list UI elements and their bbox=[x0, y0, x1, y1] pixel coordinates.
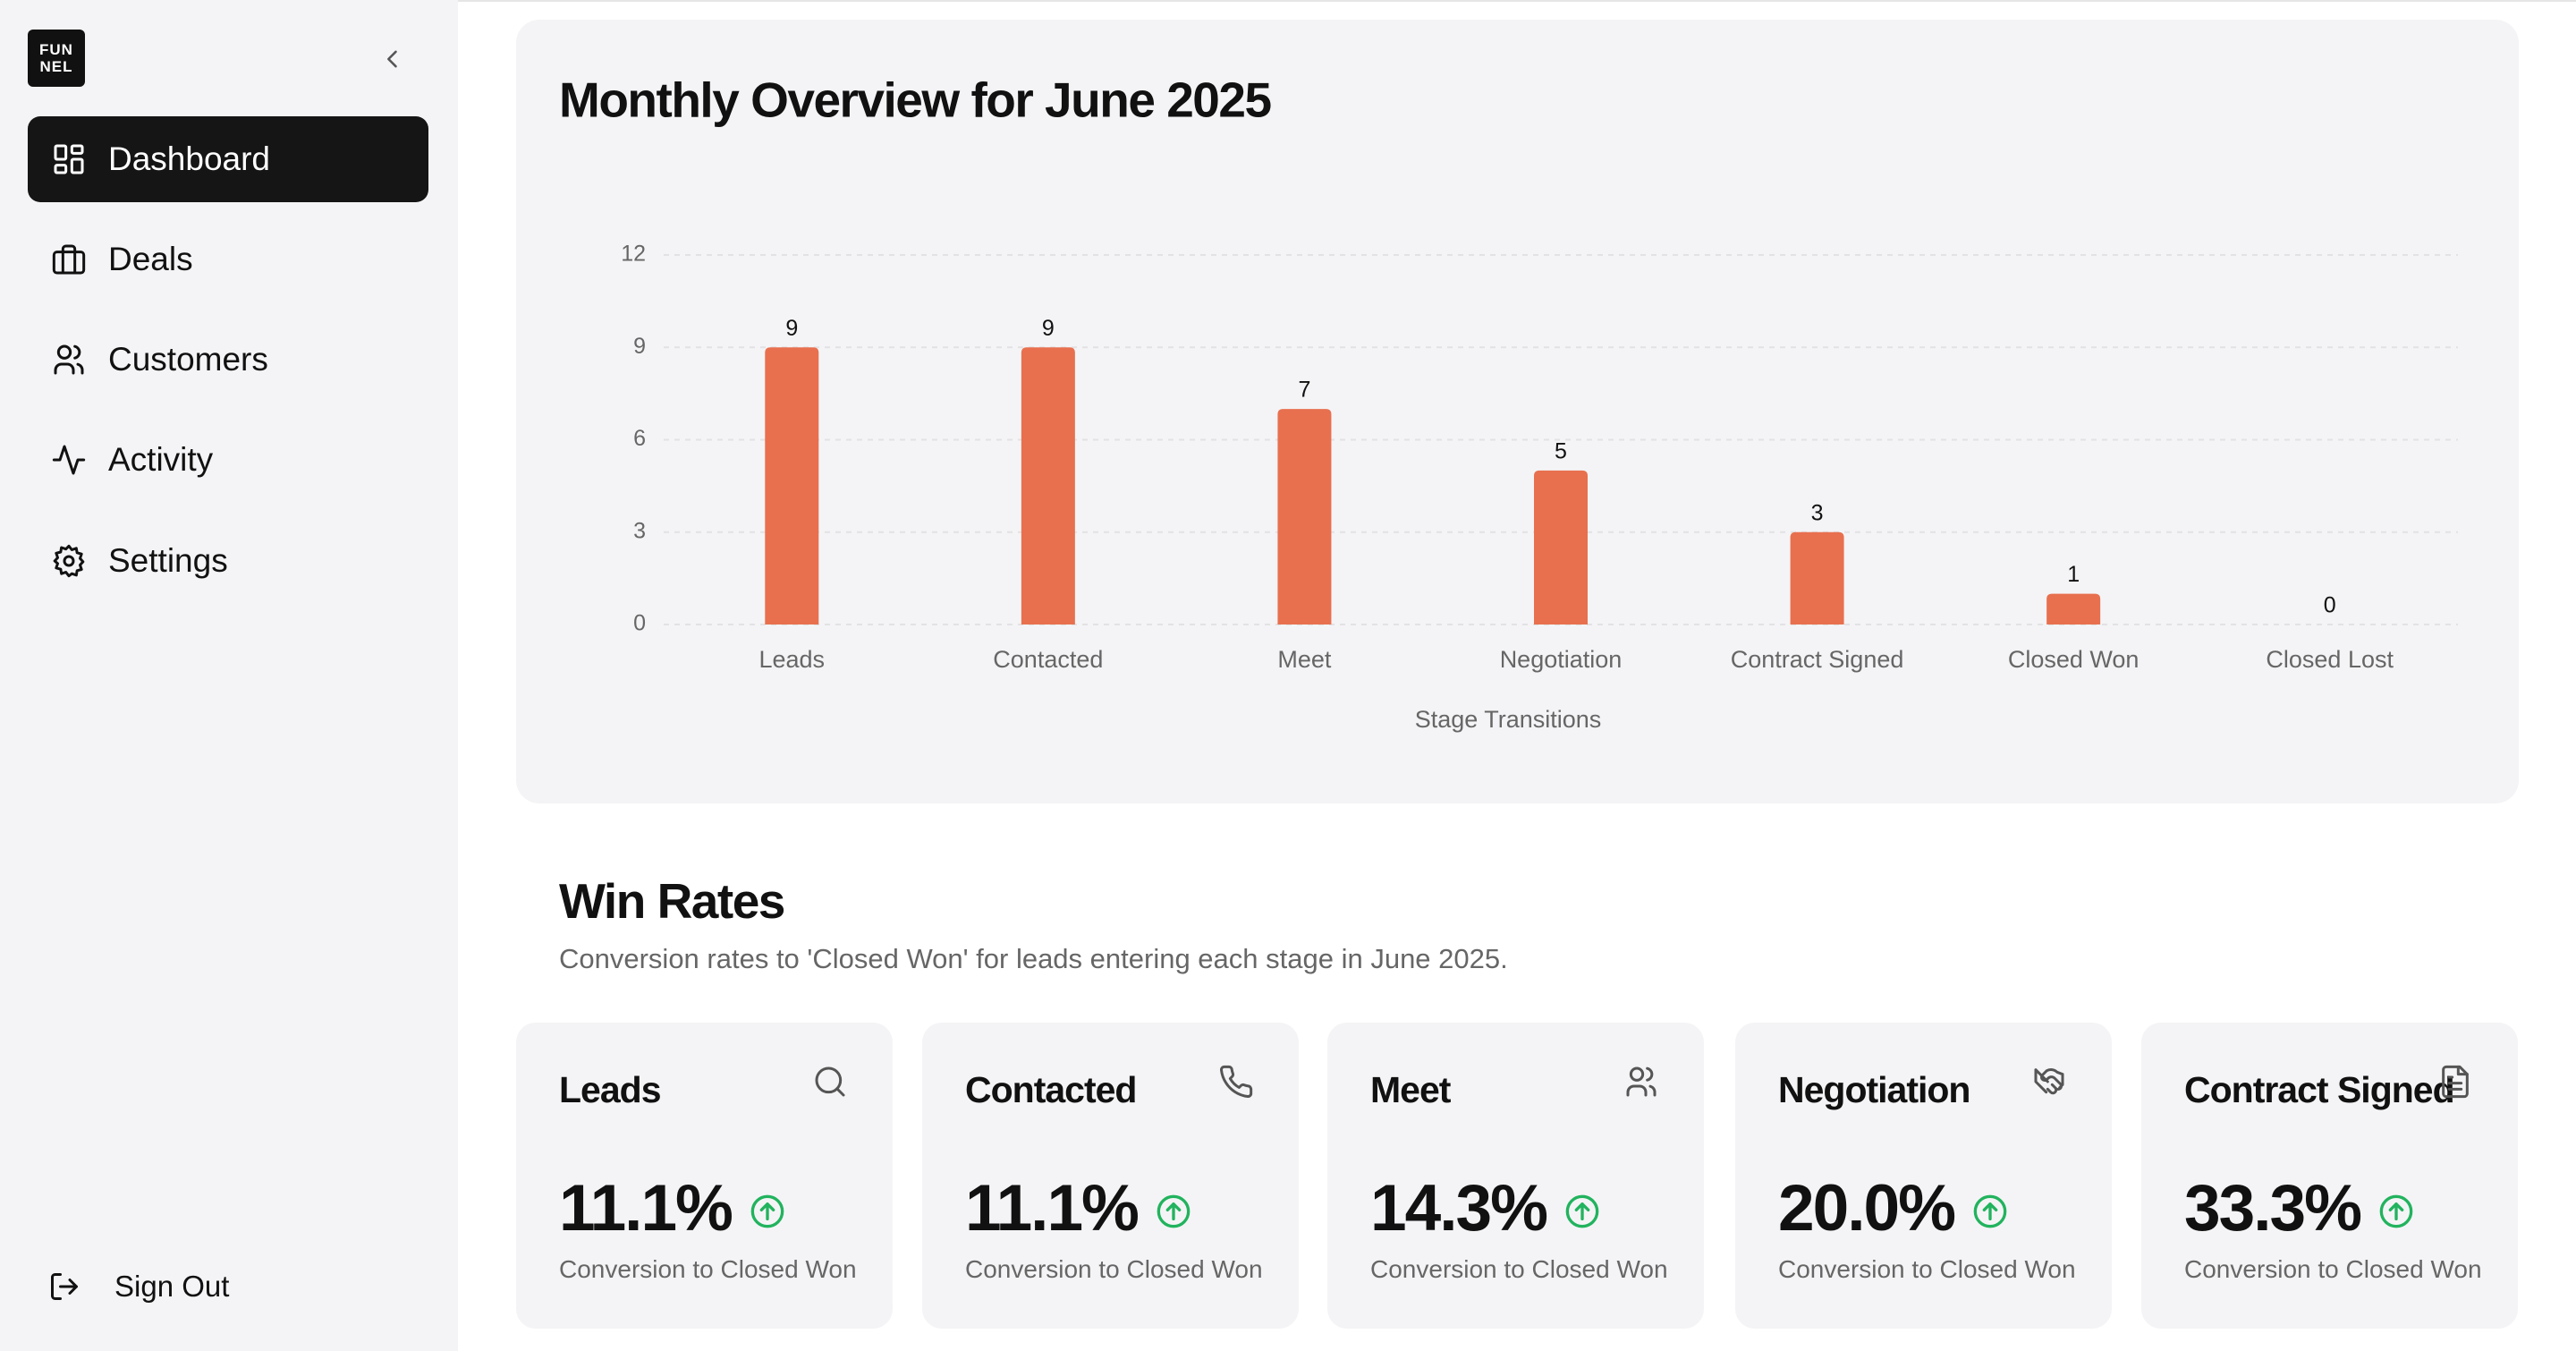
x-tick-label: Meet bbox=[1277, 646, 1332, 673]
card-icon bbox=[2442, 1065, 2469, 1099]
win-rate-card: Negotiation 20.0% Conversion to Closed W… bbox=[1735, 1023, 2112, 1329]
card-value-row: 20.0% bbox=[1778, 1171, 2008, 1245]
y-tick-label: 3 bbox=[633, 518, 646, 543]
trend-up-icon bbox=[1565, 1194, 1599, 1228]
card-icon bbox=[2034, 1068, 2064, 1095]
card-value-row: 14.3% bbox=[1370, 1171, 1600, 1245]
logo-text: FUN bbox=[39, 41, 73, 58]
value-label: 0 bbox=[2324, 593, 2336, 618]
y-tick-label: 9 bbox=[633, 334, 646, 359]
x-tick-label: Closed Won bbox=[2008, 646, 2140, 673]
card-value: 11.1% bbox=[559, 1172, 733, 1245]
card-value: 11.1% bbox=[965, 1172, 1140, 1245]
collapse-button[interactable] bbox=[380, 47, 405, 72]
win-rate-card: Contacted 11.1% Conversion to Closed Won bbox=[922, 1023, 1299, 1329]
sign-out-icon bbox=[51, 1273, 78, 1300]
sign-out-label: Sign Out bbox=[114, 1270, 230, 1303]
nav-item[interactable]: Customers bbox=[28, 317, 428, 403]
card-caption: Conversion to Closed Won bbox=[1370, 1255, 1668, 1283]
card-value: 14.3% bbox=[1370, 1172, 1548, 1245]
bar bbox=[1534, 470, 1588, 625]
nav-label: Settings bbox=[108, 542, 228, 579]
card-value: 33.3% bbox=[2184, 1172, 2362, 1245]
divider bbox=[458, 0, 2576, 2]
card-caption: Conversion to Closed Won bbox=[559, 1255, 857, 1283]
card-title: Negotiation bbox=[1778, 1069, 1970, 1110]
x-tick-label: Contacted bbox=[993, 646, 1103, 673]
nav-label: Activity bbox=[108, 441, 214, 478]
win-rate-card: Contract Signed 33.3% Conversion to Clos… bbox=[2141, 1023, 2518, 1329]
logo-text: NEL bbox=[39, 58, 73, 75]
trend-up-icon bbox=[2379, 1194, 2413, 1228]
nav-item[interactable]: Dashboard bbox=[28, 116, 428, 202]
chart-card: Monthly Overview for June 2025 Stage Tra… bbox=[516, 20, 2519, 803]
value-label: 3 bbox=[1811, 500, 1824, 525]
card-title: Meet bbox=[1370, 1069, 1451, 1110]
bar bbox=[1790, 531, 1844, 625]
nav-icon bbox=[54, 344, 84, 375]
nav-item[interactable]: Activity bbox=[28, 417, 428, 503]
x-tick-label: Closed Lost bbox=[2266, 646, 2394, 673]
bar bbox=[765, 347, 819, 625]
value-label: 5 bbox=[1555, 439, 1567, 464]
value-label: 9 bbox=[785, 316, 798, 341]
card-title: Contract Signed bbox=[2184, 1069, 2455, 1110]
card-caption: Conversion to Closed Won bbox=[2184, 1255, 2482, 1283]
value-label: 7 bbox=[1298, 378, 1310, 403]
card-caption: Conversion to Closed Won bbox=[1778, 1255, 2076, 1283]
chart-title: Monthly Overview for June 2025 bbox=[559, 72, 1271, 128]
nav-icon bbox=[52, 445, 86, 475]
nav-label: Dashboard bbox=[108, 140, 271, 177]
logo[interactable]: FUN NEL bbox=[28, 30, 85, 87]
card-value: 20.0% bbox=[1778, 1172, 1956, 1245]
trend-up-icon bbox=[1157, 1194, 1191, 1228]
x-tick-label: Negotiation bbox=[1500, 646, 1623, 673]
card-icon bbox=[1626, 1066, 1657, 1097]
card-icon bbox=[815, 1066, 845, 1097]
card-title: Leads bbox=[559, 1069, 661, 1110]
x-tick-label: Contract Signed bbox=[1731, 646, 1904, 673]
sidebar: FUN NEL Dashboard Deals Customers Activity S… bbox=[0, 0, 458, 1351]
sign-out[interactable]: Sign Out bbox=[48, 1262, 229, 1312]
win-rate-card: Meet 14.3% Conversion to Closed Won bbox=[1327, 1023, 1704, 1329]
bar bbox=[1277, 409, 1332, 625]
y-tick-label: 6 bbox=[633, 426, 646, 451]
win-rate-card: Leads 11.1% Conversion to Closed Won bbox=[516, 1023, 893, 1329]
card-caption: Conversion to Closed Won bbox=[965, 1255, 1263, 1283]
card-value-row: 11.1% bbox=[559, 1171, 785, 1245]
card-value-row: 33.3% bbox=[2184, 1171, 2414, 1245]
section-title: Win Rates bbox=[559, 873, 785, 929]
nav-label: Deals bbox=[108, 241, 193, 277]
card-value-row: 11.1% bbox=[965, 1171, 1191, 1245]
nav-icon bbox=[54, 144, 84, 174]
trend-up-icon bbox=[750, 1194, 784, 1228]
section-subtitle: Conversion rates to 'Closed Won' for lea… bbox=[559, 943, 1508, 974]
x-tick-label: Leads bbox=[758, 646, 825, 673]
x-axis-label: Stage Transitions bbox=[1415, 706, 1602, 733]
bar bbox=[1021, 347, 1075, 625]
card-icon bbox=[1220, 1065, 1253, 1098]
trend-up-icon bbox=[1973, 1194, 2007, 1228]
nav-label: Customers bbox=[108, 341, 268, 378]
value-label: 1 bbox=[2067, 562, 2080, 587]
y-tick-label: 0 bbox=[633, 611, 646, 636]
nav-item[interactable]: Settings bbox=[28, 518, 428, 604]
nav-icon bbox=[53, 544, 85, 578]
value-label: 9 bbox=[1042, 316, 1055, 341]
chart: Monthly Overview for June 2025 Stage Tra… bbox=[559, 72, 2458, 733]
bar bbox=[2046, 593, 2101, 625]
y-tick-label: 12 bbox=[621, 242, 646, 267]
nav-icon bbox=[52, 244, 86, 275]
nav-item[interactable]: Deals bbox=[28, 217, 428, 302]
card-title: Contacted bbox=[965, 1069, 1137, 1110]
